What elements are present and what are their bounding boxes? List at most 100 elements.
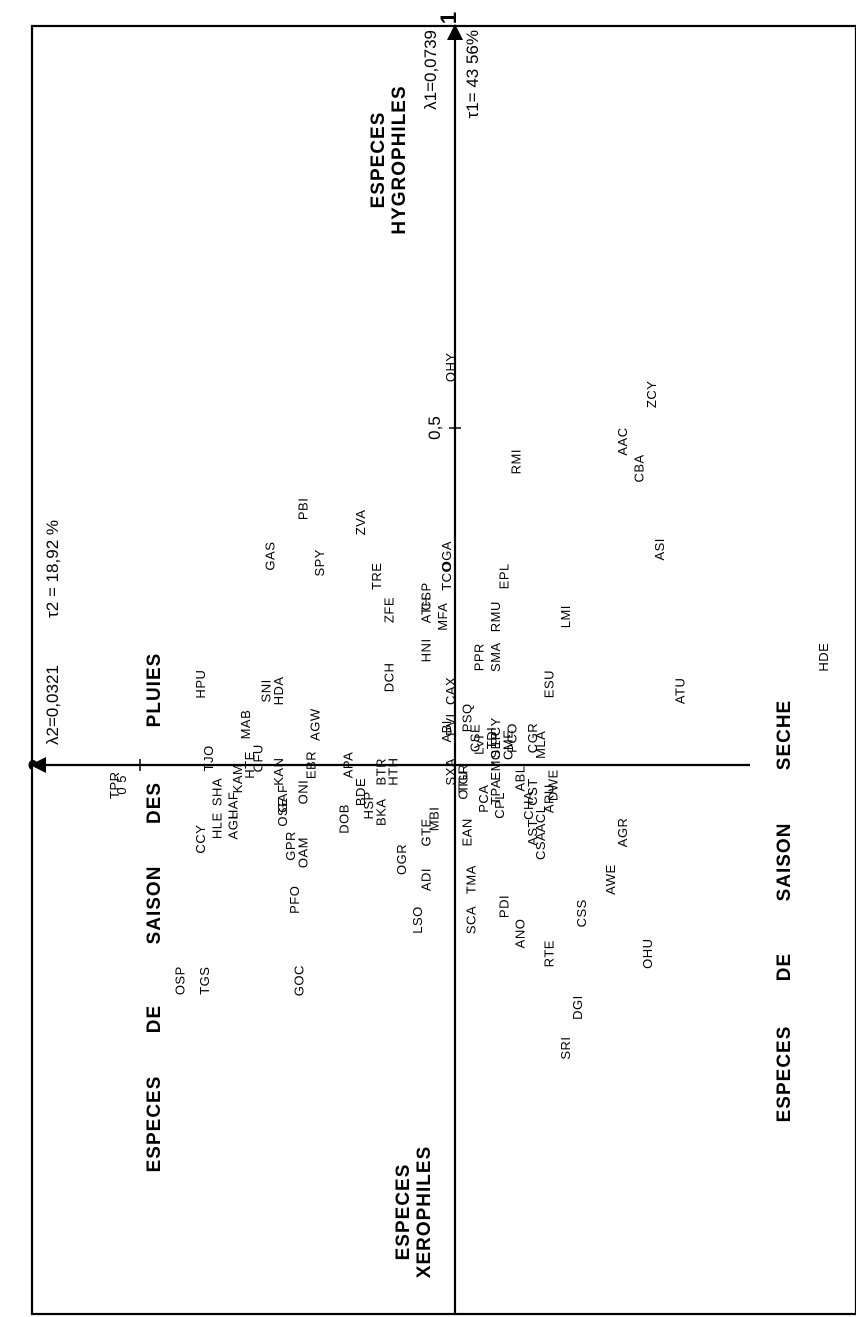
group-xerophiles-line-2: XEROPHILES: [414, 1146, 435, 1278]
species-label: PSQ: [459, 703, 474, 732]
species-label: HNI: [418, 638, 433, 662]
species-label: ZCY: [644, 381, 659, 409]
species-label: MFA: [435, 603, 450, 631]
species-label: CSS: [574, 899, 589, 927]
species-label: OGA: [439, 541, 454, 571]
species-label: HDA: [271, 676, 286, 705]
species-label: ZVA: [353, 509, 368, 535]
species-label: ZFE: [382, 597, 397, 623]
species-label: PVI: [443, 713, 458, 735]
species-label: CST: [525, 778, 540, 806]
group-pluies-word-2: DE: [144, 1005, 165, 1033]
species-label: GTE: [418, 818, 433, 846]
species-label: PBI: [295, 498, 310, 520]
group-seche-word-4: SECHE: [774, 700, 795, 770]
species-label: BKA: [373, 798, 388, 826]
species-label: OGR: [394, 844, 409, 875]
species-label: TGS: [197, 967, 212, 995]
species-label: TJO: [201, 745, 216, 771]
species-label: DGI: [570, 995, 585, 1020]
species-label: TRE: [369, 563, 384, 591]
group-seche-word-1: ESPECES: [774, 1026, 795, 1123]
species-label: MAB: [238, 710, 253, 740]
species-label: HDE: [816, 643, 831, 672]
axis-1-number: 1: [436, 12, 461, 24]
species-label: CSA: [533, 832, 548, 860]
species-label: ATU: [673, 678, 688, 705]
species-label: CAX: [443, 677, 458, 705]
group-hygrophiles-line-2: HYGROPHILES: [389, 85, 410, 234]
species-label: SCA: [464, 906, 479, 934]
species-label: CSP: [418, 582, 433, 610]
species-label: OSE: [275, 798, 290, 827]
species-label: RMI: [509, 449, 524, 474]
species-label: ABL: [513, 765, 528, 791]
group-seche-word-3: SAISON: [774, 823, 795, 902]
species-label: SRI: [558, 1037, 573, 1060]
species-label: SPY: [312, 549, 327, 577]
species-label: AAC: [615, 427, 630, 455]
species-label: OHY: [443, 352, 458, 382]
species-label: CME: [500, 730, 515, 760]
species-label: OTU: [455, 771, 470, 800]
species-label: AGL: [226, 812, 241, 840]
species-label: TGR: [455, 764, 470, 793]
species-label: ADI: [418, 868, 433, 891]
group-pluies-word-4: DES: [144, 782, 165, 824]
axis-2-arrow: [30, 757, 46, 773]
species-label: CBA: [632, 454, 647, 482]
species-label: BTR: [373, 758, 388, 786]
species-label: TDI: [484, 727, 499, 749]
species-label: PDI: [496, 895, 511, 918]
species-label: SNI: [259, 679, 274, 702]
species-label: HTE: [242, 751, 257, 779]
species-label: EAN: [459, 818, 474, 846]
species-label: RTE: [541, 940, 556, 967]
species-label: CGR: [525, 723, 540, 753]
species-label: HPU: [193, 670, 208, 699]
species-label: CPL: [492, 792, 507, 819]
species-label: ONI: [295, 780, 310, 805]
species-label: GAF: [275, 785, 290, 813]
species-label: ACL: [533, 806, 548, 833]
group-seche-word-2: DE: [774, 953, 795, 981]
species-label: PCA: [476, 785, 491, 813]
species-label: CSE: [468, 724, 483, 752]
species-label: HLE: [209, 812, 224, 839]
species-label: MBI: [427, 807, 442, 832]
species-label: ATH: [418, 597, 433, 624]
species-label: HTH: [386, 758, 401, 786]
axes: [30, 24, 750, 1314]
species-label: ASI: [652, 538, 667, 560]
chart-frame: [30, 24, 856, 1316]
species-label: PFO: [287, 886, 302, 914]
species-label: GPR: [283, 831, 298, 861]
species-label: OHU: [640, 939, 655, 969]
species-label: CCY: [193, 825, 208, 854]
group-pluies-word-5: PLUIES: [144, 653, 165, 728]
species-label: EMO: [488, 749, 503, 780]
species-label: PCY: [488, 717, 503, 745]
species-label: CFU: [250, 744, 265, 772]
species-label: APA: [341, 752, 356, 779]
species-label: BDE: [353, 778, 368, 806]
species-label: TPR: [107, 771, 122, 799]
species-label: OAM: [295, 837, 310, 868]
species-label: GOC: [291, 965, 306, 996]
species-label: SXA: [443, 758, 458, 786]
group-xerophiles-line-1: ESPECES: [393, 1164, 414, 1261]
species-label: TMA: [464, 865, 479, 894]
species-label: AGR: [615, 818, 630, 848]
species-label: KAM: [230, 764, 245, 794]
species-label: KAN: [271, 758, 286, 786]
species-label: TPA: [488, 779, 503, 805]
species-label: ARU: [541, 784, 556, 813]
species-label: DOB: [336, 804, 351, 834]
axis-1-tick-label: 0,5: [425, 416, 444, 440]
axis-1-tau: τ1= 43 56%: [463, 30, 482, 118]
species-label: LMI: [558, 605, 573, 628]
species-label: SMA: [488, 642, 503, 672]
species-label: DCH: [382, 663, 397, 693]
